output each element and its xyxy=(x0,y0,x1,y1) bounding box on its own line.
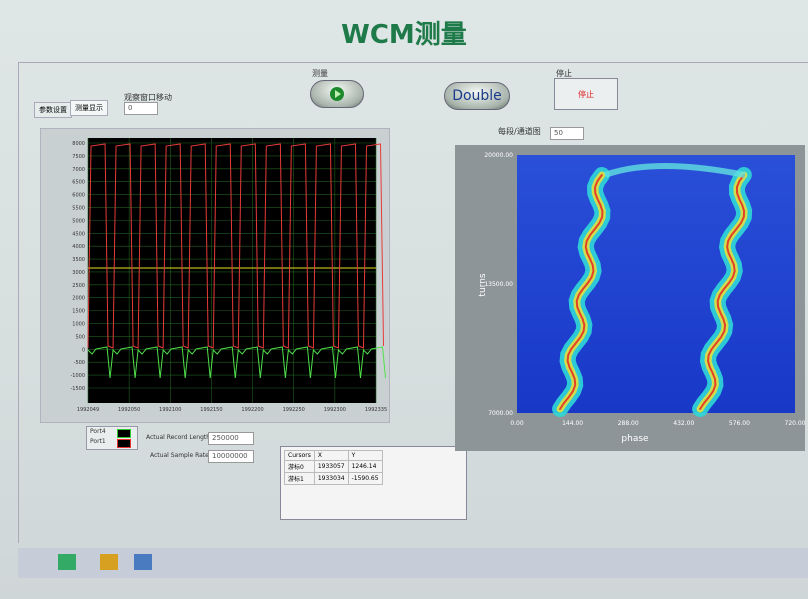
y-tick-label: -1000 xyxy=(70,373,85,379)
measure-label: 测量 xyxy=(312,68,328,79)
taskbar-icon[interactable] xyxy=(134,554,152,570)
legend: Port4 Port1 xyxy=(86,426,138,450)
taskbar xyxy=(18,548,808,578)
y-tick-label: 4000 xyxy=(72,244,85,250)
table-cell: 1933034 xyxy=(314,473,348,485)
y-tick-label: 8000 xyxy=(72,141,85,147)
per-segment-label: 每段/通道图 xyxy=(498,126,541,137)
x-tick-label: 1992250 xyxy=(283,407,305,413)
y-axis-label: turns xyxy=(478,273,488,296)
legend-swatch xyxy=(117,429,131,438)
x-tick-label: 432.00 xyxy=(673,420,694,427)
y-tick-label: 0 xyxy=(82,347,85,353)
table-cell: 1933057 xyxy=(314,461,348,473)
legend-swatch xyxy=(117,439,131,448)
per-segment-field[interactable]: 50 xyxy=(550,127,584,140)
table-header: Cursors xyxy=(285,451,315,461)
table-cell: -1590.65 xyxy=(348,473,382,485)
x-tick-label: 1992100 xyxy=(159,407,181,413)
y-tick-label: -500 xyxy=(74,360,85,366)
screen: WCM测量 测量 Double 停止 停止 观察窗口移动 0 参数设置 测量显示… xyxy=(0,0,808,599)
x-tick-label: 1992049 xyxy=(77,407,99,413)
y-tick-label: 2000 xyxy=(72,296,85,302)
y-tick-label: 7000 xyxy=(72,167,85,173)
double-button[interactable]: Double xyxy=(444,82,510,110)
y-tick-label: 6500 xyxy=(72,180,85,186)
taskbar-icon[interactable] xyxy=(100,554,118,570)
x-tick-label: 144.00 xyxy=(562,420,583,427)
y-tick-label: 7000.00 xyxy=(488,410,513,417)
x-tick-label: 288.00 xyxy=(618,420,639,427)
x-tick-label: 0.00 xyxy=(510,420,524,427)
y-tick-label: 3500 xyxy=(72,257,85,263)
heatmap-chart: 20000.00 13500.00 7000.00 0.00 144.00 288.00 4… xyxy=(455,145,805,451)
x-axis-label: phase xyxy=(621,434,649,444)
legend-label: Port1 xyxy=(90,438,106,445)
y-tick-label: -1500 xyxy=(70,386,85,392)
tab[interactable]: 参数设置 xyxy=(34,102,72,118)
record-length-label: Actual Record Length xyxy=(146,434,210,441)
sample-rate-label: Actual Sample Rate xyxy=(150,452,209,459)
y-tick-label: 1500 xyxy=(72,309,85,315)
record-length-field: 250000 xyxy=(208,432,254,445)
y-tick-label: 5500 xyxy=(72,205,85,211)
y-tick-label: 13500.00 xyxy=(484,281,513,288)
table-header: Y xyxy=(348,451,382,461)
title: WCM测量 xyxy=(0,14,808,51)
table-cell: 游标0 xyxy=(285,461,315,473)
x-tick-label: 1992335 xyxy=(365,407,387,413)
y-tick-label: 5000 xyxy=(72,218,85,224)
x-tick-label: 1992050 xyxy=(118,407,140,413)
tab[interactable]: 测量显示 xyxy=(70,100,108,116)
x-tick-label: 720.00 xyxy=(785,420,806,427)
x-tick-label: 1992300 xyxy=(324,407,346,413)
y-tick-label: 4500 xyxy=(72,231,85,237)
play-icon xyxy=(329,86,345,102)
table-cell: 1246.14 xyxy=(348,461,382,473)
y-tick-label: 20000.00 xyxy=(484,152,513,159)
table-cell: 游标1 xyxy=(285,473,315,485)
page: {"header":{"title":"WCM测量"}, "controls":… xyxy=(0,0,808,599)
x-tick-label: 1992150 xyxy=(200,407,222,413)
y-tick-label: 7500 xyxy=(72,154,85,160)
y-tick-label: 3000 xyxy=(72,270,85,276)
plot-area xyxy=(517,155,795,413)
y-tick-label: 2500 xyxy=(72,283,85,289)
y-tick-label: 1000 xyxy=(72,322,85,328)
y-tick-label: 6000 xyxy=(72,193,85,199)
measure-button[interactable] xyxy=(310,80,364,108)
waveform-chart: 8000750070006500600055005000450040003500… xyxy=(40,128,390,423)
y-tick-label: 500 xyxy=(75,334,85,340)
stop-button[interactable]: 停止 xyxy=(554,78,618,110)
table-header: X xyxy=(314,451,348,461)
x-tick-label: 576.00 xyxy=(729,420,750,427)
sample-rate-field: 10000000 xyxy=(208,450,254,463)
window-move-field[interactable]: 0 xyxy=(124,102,158,115)
taskbar-icon[interactable] xyxy=(58,554,76,570)
x-tick-label: 1992200 xyxy=(241,407,263,413)
legend-label: Port4 xyxy=(90,428,106,435)
